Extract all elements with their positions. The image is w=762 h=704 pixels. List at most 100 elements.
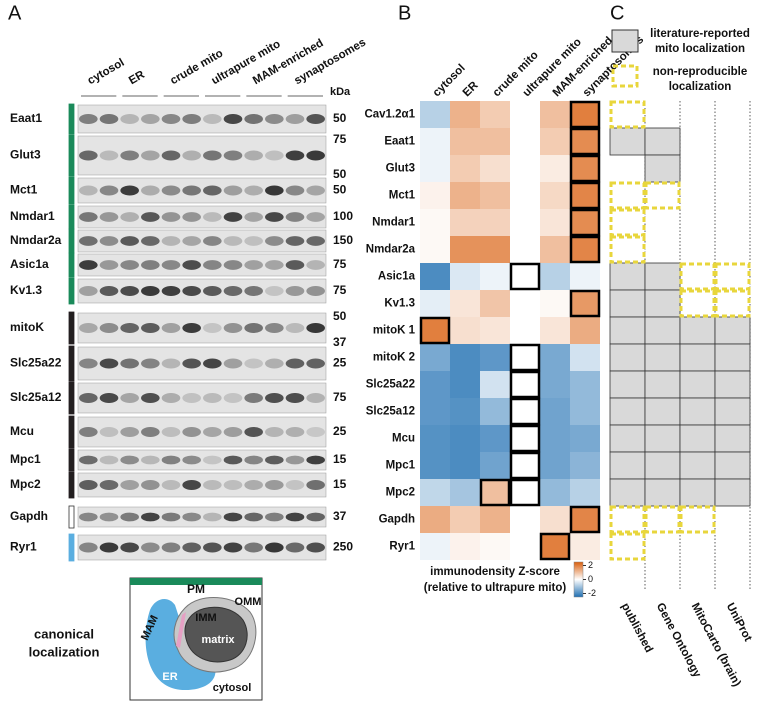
heatmap-cell [510, 182, 540, 209]
blot-band [285, 150, 305, 161]
colorbar-tick-label: 0 [588, 574, 593, 584]
blot-band [306, 185, 325, 196]
blot-band [306, 114, 325, 124]
heatmap-cell [570, 317, 600, 344]
blot-band [120, 114, 139, 124]
blot-band [223, 427, 243, 437]
heatmap-cell [540, 263, 570, 290]
kda-label: 50 [333, 111, 347, 125]
cell-outline [569, 289, 601, 318]
diagram-label: cytosol [213, 682, 252, 694]
blot-band [203, 150, 222, 161]
heatmap-cell [480, 236, 510, 263]
blot-image [77, 312, 327, 344]
blot-band [182, 286, 201, 296]
heatmap-cell [540, 344, 570, 371]
blot-band [223, 542, 243, 553]
heatmap-cell [570, 452, 600, 479]
heatmap-cell [480, 344, 510, 371]
blot-band [285, 114, 305, 124]
heatmap-cell [480, 263, 510, 290]
heatmap-cell [510, 533, 540, 560]
kda-label: 50 [333, 167, 347, 181]
protein-label: Mct1 [10, 183, 38, 197]
heatmap-cell [570, 209, 600, 236]
blot-band [79, 323, 98, 333]
blot-band [182, 323, 201, 333]
cell-outline [569, 208, 601, 237]
reported-cell [679, 478, 716, 507]
blot-band [203, 114, 222, 124]
heatmap-cell [540, 101, 570, 128]
blot-band [203, 542, 222, 553]
blot-band [141, 393, 160, 403]
blot-band [182, 455, 201, 465]
blot-band [244, 358, 263, 369]
protein-label: Mpc1 [10, 452, 41, 466]
heatmap-cell [450, 317, 480, 344]
blot-band [223, 393, 243, 403]
heatmap-cell [450, 506, 480, 533]
row-label: mitoK 1 [373, 325, 416, 337]
blot-band [265, 236, 284, 246]
blot-band [141, 260, 160, 270]
protein-label: Mpc2 [10, 477, 41, 491]
blot-band [79, 260, 98, 270]
blot-band [141, 358, 160, 369]
blot-band [141, 150, 160, 161]
blot-band [265, 542, 284, 553]
row-label: Ryr1 [389, 541, 415, 553]
blot-band [244, 455, 263, 465]
heatmap-cell [450, 290, 480, 317]
blot-image [77, 382, 327, 414]
blot-band [203, 455, 222, 465]
reported-cell [644, 316, 681, 345]
heatmap-cell [480, 398, 510, 425]
reported-cell [609, 343, 646, 372]
blot-band [141, 286, 160, 296]
blot-band [203, 480, 222, 490]
lane-label: synaptosomes [292, 37, 368, 88]
reported-cell [609, 316, 646, 345]
blot-band [99, 150, 119, 161]
cell-outline [569, 127, 601, 156]
blot-band [79, 393, 98, 403]
blot-image [77, 534, 327, 561]
protein-label: Kv1.3 [10, 283, 42, 297]
heatmap-cell [540, 128, 570, 155]
heatmap-cell [450, 398, 480, 425]
cell-outline [419, 316, 451, 345]
kda-label: 75 [333, 283, 347, 297]
blot-band [223, 236, 243, 246]
blot-band [99, 185, 119, 196]
row-label: Mcu [392, 433, 415, 445]
protein-label: Nmdar1 [10, 209, 55, 223]
blot-band [141, 236, 160, 246]
reported-cell [609, 289, 646, 318]
cell-outline [569, 505, 601, 534]
blot-band [244, 236, 263, 246]
heatmap-cell [540, 317, 570, 344]
blot-band [161, 455, 181, 465]
protein-label: Ryr1 [10, 540, 37, 554]
legend-label: localization [669, 81, 732, 93]
protein-label: Slc25a22 [10, 356, 62, 370]
reported-cell [714, 370, 751, 399]
blot-band [120, 260, 139, 270]
annotation-column-label: published [619, 601, 655, 655]
blot-band [203, 185, 222, 196]
blot-band [161, 427, 181, 437]
heatmap-cell [510, 398, 540, 425]
blot-band [161, 542, 181, 553]
blot-band [141, 480, 160, 490]
blot-band [306, 323, 325, 333]
blot-image [77, 177, 327, 204]
column-label: ER [461, 79, 481, 99]
nonreproducible-cell [679, 505, 716, 534]
blot-band [285, 542, 305, 553]
row-label: Asic1a [378, 271, 416, 283]
blot-band [244, 427, 263, 437]
blot-band [161, 323, 181, 333]
cell-outline [509, 370, 541, 399]
blot-band [223, 260, 243, 270]
